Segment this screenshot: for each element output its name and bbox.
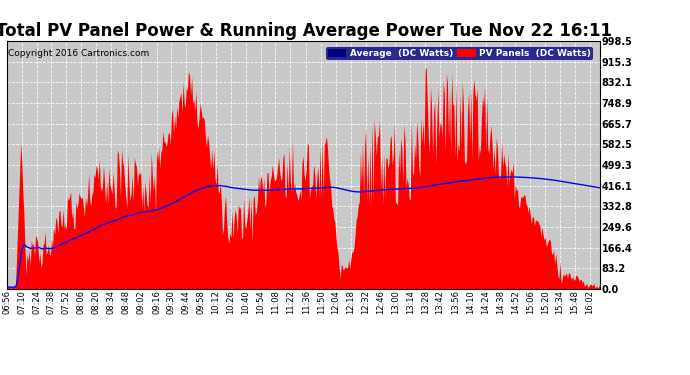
Text: Copyright 2016 Cartronics.com: Copyright 2016 Cartronics.com	[8, 49, 149, 58]
Title: Total PV Panel Power & Running Average Power Tue Nov 22 16:11: Total PV Panel Power & Running Average P…	[0, 22, 611, 40]
Legend: Average  (DC Watts), PV Panels  (DC Watts): Average (DC Watts), PV Panels (DC Watts)	[326, 47, 593, 60]
